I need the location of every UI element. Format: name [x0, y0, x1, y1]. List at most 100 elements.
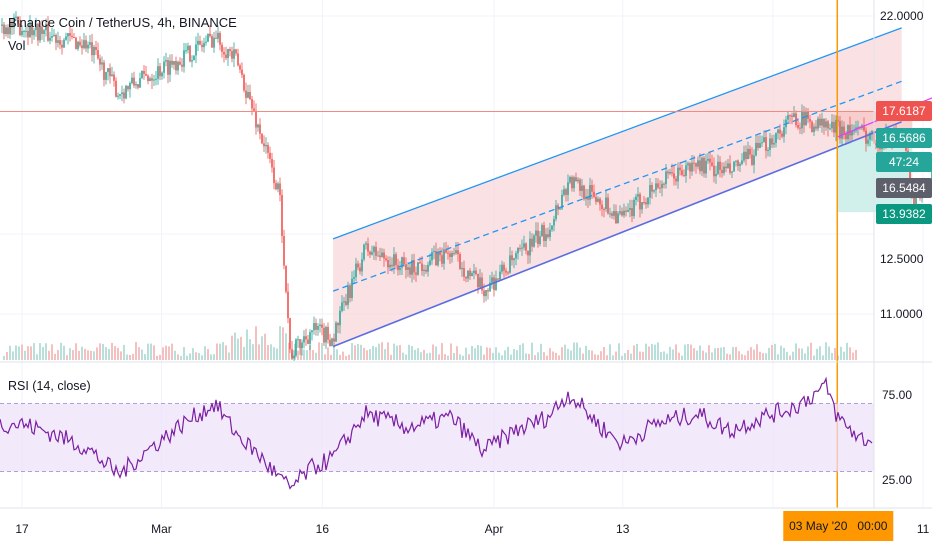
candle-body: [73, 37, 75, 39]
candle-body: [119, 94, 121, 96]
volume-bar: [231, 335, 233, 360]
volume-bar: [693, 348, 695, 360]
candle-body: [291, 349, 293, 359]
candle-body: [803, 110, 805, 126]
candle-body: [519, 248, 521, 250]
volume-bar: [219, 343, 221, 360]
price-tick-label: 11.0000: [880, 307, 923, 321]
volume-bar: [102, 343, 104, 360]
volume-bar: [570, 350, 572, 360]
candle-body: [53, 34, 55, 37]
volume-bar: [831, 352, 833, 360]
candle-body: [603, 208, 605, 210]
candle-body: [719, 161, 721, 170]
price-badge-label: 17.6187: [882, 104, 926, 118]
candle-body: [495, 278, 497, 290]
price-pane[interactable]: [0, 0, 932, 508]
symbol-title[interactable]: Binance Coin / TetherUS, 4h, BINANCE: [8, 15, 237, 30]
volume-bar: [279, 326, 281, 360]
volume-bar: [354, 345, 356, 360]
target-zone: [837, 139, 913, 213]
volume-bar: [138, 347, 140, 360]
volume-bar: [807, 346, 809, 360]
volume-bar: [447, 355, 449, 360]
volume-bar: [453, 353, 455, 360]
candle-body: [691, 162, 693, 172]
candle-body: [347, 285, 349, 305]
candle-body: [525, 243, 527, 251]
volume-bar: [777, 354, 779, 360]
candle-body: [869, 132, 871, 140]
candle-body: [801, 110, 803, 129]
volume-bar: [501, 355, 503, 360]
price-badge-label: 16.5686: [882, 131, 926, 145]
candle-body: [621, 211, 623, 216]
volume-bar: [321, 343, 323, 360]
volume-bar: [264, 333, 266, 360]
candle-body: [371, 252, 373, 255]
volume-bar: [573, 342, 575, 360]
candle-body: [851, 131, 853, 136]
candle-body: [13, 17, 15, 28]
volume-bar: [168, 346, 170, 360]
volume-label[interactable]: Vol: [8, 39, 26, 53]
candle-body: [217, 32, 219, 39]
volume-bar: [54, 353, 56, 360]
volume-bar: [132, 353, 134, 360]
volume-bar: [531, 342, 533, 360]
candle-body: [117, 95, 119, 97]
volume-bar: [759, 351, 761, 360]
candle-body: [391, 264, 393, 267]
candle-body: [235, 49, 237, 54]
volume-bar: [363, 347, 365, 360]
volume-bar: [474, 348, 476, 360]
volume-bar: [483, 354, 485, 360]
candle-body: [37, 23, 39, 41]
volume-bar: [258, 344, 260, 360]
volume-bar: [39, 343, 41, 360]
volume-bar: [282, 327, 284, 360]
volume-bar: [42, 346, 44, 360]
candle-body: [199, 40, 201, 45]
volume-bar: [459, 354, 461, 360]
candle-body: [469, 270, 471, 277]
volume-bar: [597, 354, 599, 360]
candle-body: [233, 49, 235, 59]
candle-body: [415, 272, 417, 275]
volume-bar: [465, 347, 467, 360]
candle-body: [651, 185, 653, 192]
volume-bar: [324, 354, 326, 360]
candle-body: [713, 165, 715, 177]
volume-bar: [288, 342, 290, 360]
candle-body: [149, 78, 151, 82]
candle-body: [193, 55, 195, 61]
rsi-label[interactable]: RSI (14, close): [8, 379, 91, 393]
volume-bar: [768, 347, 770, 360]
candle-body: [135, 84, 137, 86]
rsi-pane[interactable]: [0, 361, 932, 490]
candle-body: [65, 36, 67, 40]
volume-bar: [735, 346, 737, 360]
candle-body: [283, 235, 285, 266]
candle-body: [417, 262, 419, 275]
candle-body: [799, 127, 801, 129]
price-badge-label: 16.5484: [882, 181, 926, 195]
volume-bar: [48, 350, 50, 360]
candle-body: [345, 301, 347, 305]
volume-bar: [756, 344, 758, 360]
candle-body: [597, 198, 599, 202]
volume-bar: [336, 349, 338, 360]
candle-body: [409, 267, 411, 275]
candle-body: [431, 251, 433, 261]
candle-body: [401, 257, 403, 268]
candle-body: [681, 170, 683, 175]
volume-bar: [162, 347, 164, 360]
volume-bar: [84, 348, 86, 360]
candle-body: [537, 230, 539, 245]
candle-body: [205, 41, 207, 43]
candle-body: [813, 126, 815, 132]
volume-bar: [576, 342, 578, 360]
volume-bar: [471, 345, 473, 360]
candle-body: [177, 61, 179, 71]
